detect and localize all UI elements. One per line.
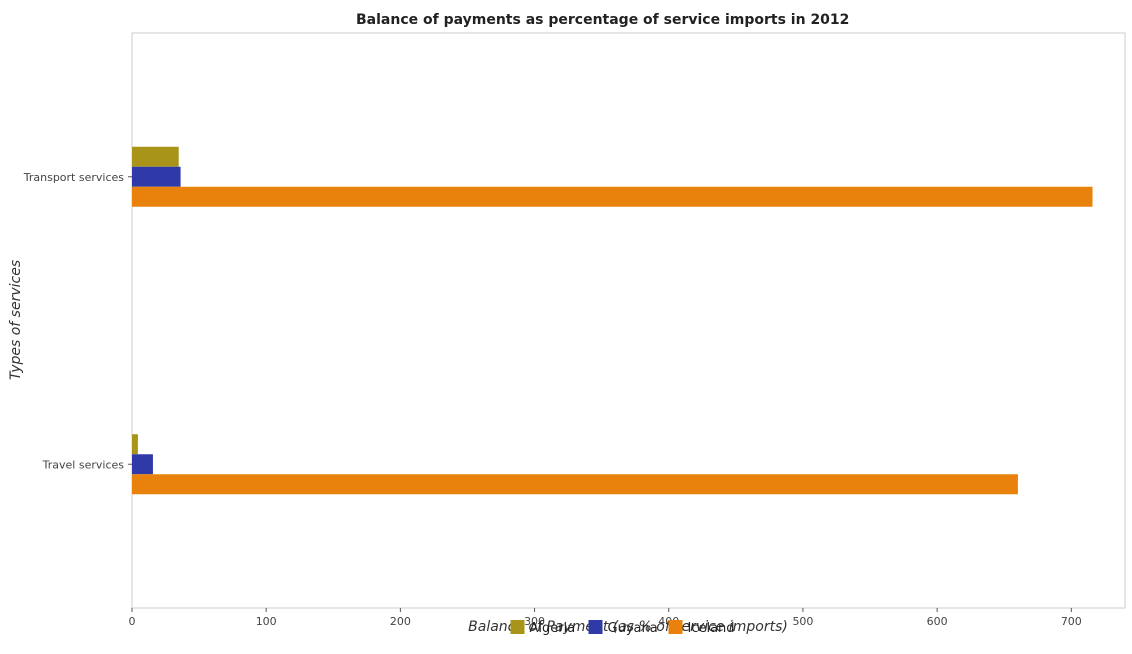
x-axis-title: Balance of Payment (as % of service impo… bbox=[468, 619, 788, 635]
legend-label-iceland: Iceland bbox=[688, 621, 735, 636]
plot-frame bbox=[131, 32, 1126, 609]
x-axis-ticks: 0100200300400500600700 bbox=[129, 608, 1082, 628]
bar-iceland-1 bbox=[132, 474, 1018, 495]
legend-swatch-guyana bbox=[588, 620, 603, 634]
y-axis-ticks: Transport services Travel services bbox=[23, 171, 132, 471]
y-axis-title: Types of services bbox=[8, 260, 24, 380]
x-tick-label: 100 bbox=[256, 615, 277, 628]
x-tick-label: 500 bbox=[792, 615, 813, 628]
bar-iceland-0 bbox=[132, 186, 1093, 207]
bar-algeria-1 bbox=[132, 434, 138, 455]
x-tick-label: 300 bbox=[524, 615, 545, 628]
bar-algeria-0 bbox=[132, 146, 179, 167]
bar-guyana-0 bbox=[132, 166, 181, 187]
x-tick-label: 600 bbox=[927, 615, 948, 628]
bars bbox=[132, 146, 1093, 495]
x-tick-label: 0 bbox=[129, 615, 136, 628]
x-tick-label: 200 bbox=[390, 615, 411, 628]
bar-guyana-1 bbox=[132, 454, 153, 475]
legend-swatch-algeria bbox=[510, 620, 525, 634]
legend-label-algeria: Algeria bbox=[530, 621, 576, 636]
legend: Algeria Guyana Iceland bbox=[510, 620, 735, 636]
chart-title: Balance of payments as percentage of ser… bbox=[356, 12, 849, 28]
legend-swatch-iceland bbox=[668, 620, 683, 634]
y-tick-label: Travel services bbox=[42, 458, 125, 471]
x-tick-label: 700 bbox=[1061, 615, 1082, 628]
legend-label-guyana: Guyana bbox=[608, 621, 658, 636]
y-tick-label: Transport services bbox=[23, 171, 125, 184]
